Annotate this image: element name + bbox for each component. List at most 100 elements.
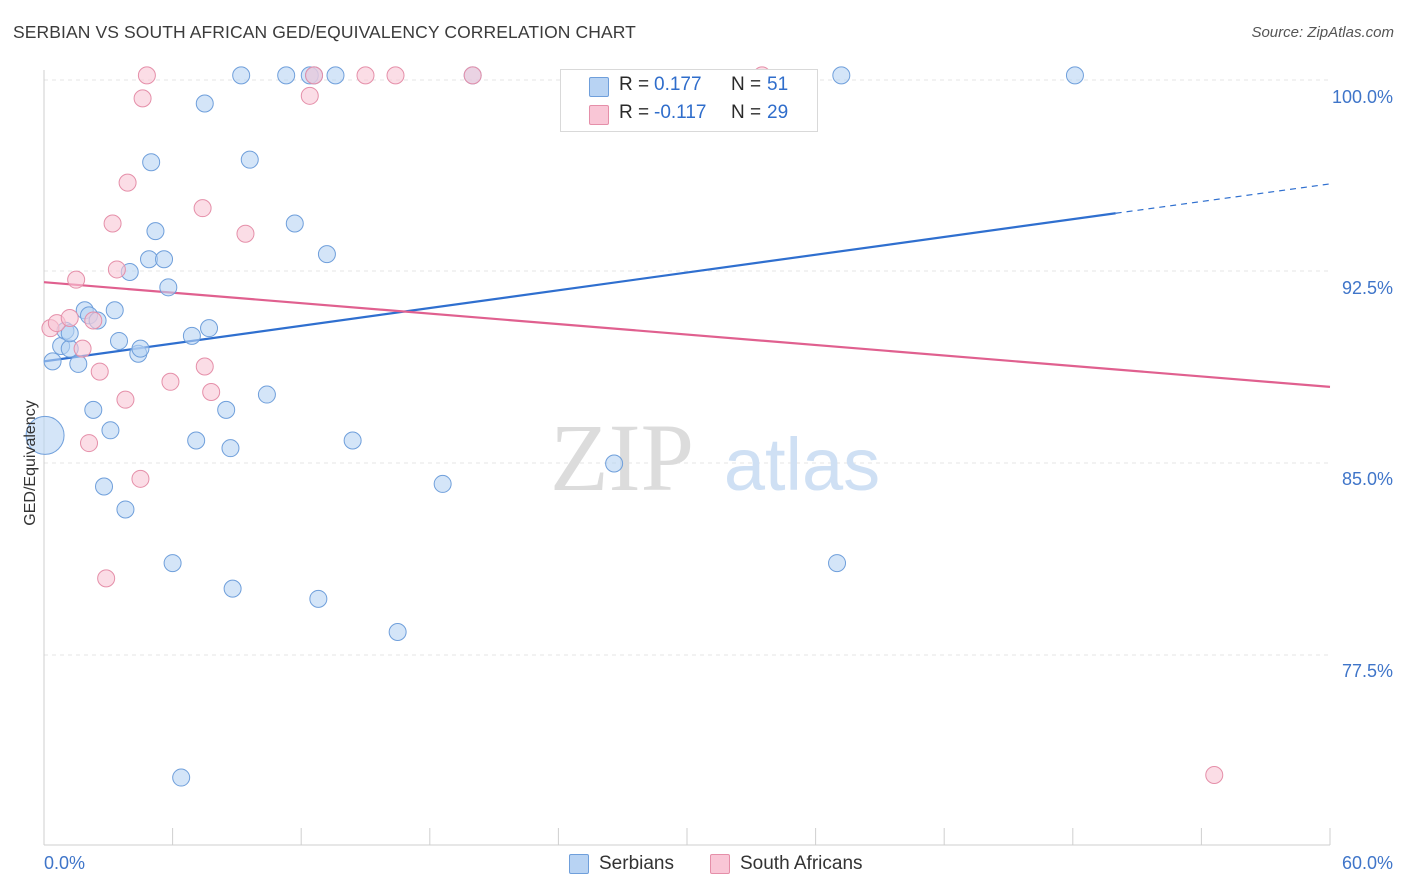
serbian-point [142, 153, 161, 172]
serbian-point [131, 339, 150, 358]
axis-labels: 77.5% 85.0% 92.5% 100.0% 0.0% 60.0% GED/Equiva… [22, 87, 1393, 873]
serbian-point [105, 301, 124, 320]
south-african-point [84, 311, 103, 330]
serbian-point [343, 431, 362, 450]
south-african-point [300, 86, 319, 105]
legend-n-label: N = [731, 74, 762, 95]
trend-lines [43, 183, 1331, 388]
serbian-point [223, 579, 242, 598]
serbian-point [187, 431, 206, 450]
legend-row-serbians: R = 0.177 N = 51 [561, 73, 817, 99]
serbian-trend-line [43, 212, 1116, 363]
serbian-point [240, 150, 259, 169]
serbian-point [232, 66, 251, 85]
serbian-point [146, 222, 165, 241]
south-african-point [118, 173, 137, 192]
serbian-point [69, 354, 88, 373]
serbian-point [110, 331, 129, 350]
south-african-point [60, 308, 79, 327]
south-african-point [137, 66, 156, 85]
south-african-point [97, 569, 116, 588]
source-label: Source: ZipAtlas.com [1251, 24, 1394, 41]
serbian-point [605, 454, 624, 473]
watermark-zip: ZIP [550, 404, 694, 511]
legend-n-value: 29 [767, 102, 789, 123]
south-african-point [67, 270, 86, 289]
serbian-point [285, 214, 304, 233]
serbian-point [388, 623, 407, 642]
serbian-point [163, 554, 182, 573]
y-tick-label: 77.5% [1342, 661, 1393, 681]
legend-r-label: R = [619, 74, 650, 95]
legend-n-label: N = [731, 102, 762, 123]
bottom-legend-label: South Africans [740, 853, 863, 874]
serbian-point [101, 421, 120, 440]
south-african-point [107, 260, 126, 279]
serbian-point [217, 400, 236, 419]
serbian-point [326, 66, 345, 85]
y-tick-label: 92.5% [1342, 278, 1393, 298]
serbian-point [172, 768, 191, 787]
south-african-point [195, 357, 214, 376]
legend-n-value: 51 [767, 74, 789, 95]
legend-swatch-south-africans [589, 105, 609, 125]
serbian-point [116, 500, 135, 519]
legend-swatch-serbians [589, 77, 609, 97]
serbian-point [309, 589, 328, 608]
south-african-point [386, 66, 405, 85]
x-tick-label: 0.0% [44, 853, 85, 873]
bottom-legend-label: Serbians [599, 853, 674, 874]
serbian-point [277, 66, 296, 85]
south-african-trend-line [43, 281, 1331, 388]
serbian-point [195, 94, 214, 113]
serbian-point [1065, 66, 1084, 85]
south-african-point [133, 89, 152, 108]
serbian-point [95, 477, 114, 496]
legend-r-value: -0.117 [654, 102, 707, 123]
south-african-point [73, 339, 92, 358]
south-african-point [305, 66, 324, 85]
axes [43, 70, 1331, 846]
serbian-point [832, 66, 851, 85]
grid-lines [44, 79, 1330, 656]
serbian-point [200, 319, 219, 338]
watermark: ZIP atlas [550, 404, 880, 511]
y-tick-label: 85.0% [1342, 469, 1393, 489]
south-african-point [161, 372, 180, 391]
y-tick-label: 100.0% [1332, 87, 1393, 107]
serbian-point [43, 352, 62, 371]
data-points [25, 66, 1224, 787]
legend-r-value: 0.177 [654, 74, 702, 95]
stats-legend: R = 0.177 N = 51 R = -0.117 N = 29 [560, 69, 818, 132]
serbian-point [828, 554, 847, 573]
serbian-point [84, 400, 103, 419]
serbian-point [433, 474, 452, 493]
south-african-point [103, 214, 122, 233]
south-african-point [116, 390, 135, 409]
serbian-point [140, 250, 159, 269]
serbian-point [159, 278, 178, 297]
y-axis-title: GED/Equivalency [22, 400, 39, 525]
south-african-point [463, 66, 482, 85]
serbian-point [25, 415, 65, 455]
legend-row-south-africans: R = -0.117 N = 29 [561, 101, 817, 127]
chart-title: SERBIAN VS SOUTH AFRICAN GED/EQUIVALENCY… [13, 22, 636, 42]
legend-r-label: R = [619, 102, 650, 123]
south-african-point [80, 434, 99, 453]
serbian-point [317, 245, 336, 264]
south-african-point [236, 224, 255, 243]
serbian-trend-extension [1115, 183, 1331, 214]
serbian-point [155, 250, 174, 269]
south-african-point [193, 199, 212, 218]
south-african-point [356, 66, 375, 85]
south-african-point [1205, 766, 1224, 785]
serbian-point [221, 439, 240, 458]
south-african-point [90, 362, 109, 381]
x-tick-label: 60.0% [1342, 853, 1393, 873]
bottom-legend-swatch [569, 854, 589, 874]
serbian-point [182, 326, 201, 345]
serbian-point [257, 385, 276, 404]
bottom-legend-swatch [710, 854, 730, 874]
watermark-atlas: atlas [724, 423, 880, 506]
